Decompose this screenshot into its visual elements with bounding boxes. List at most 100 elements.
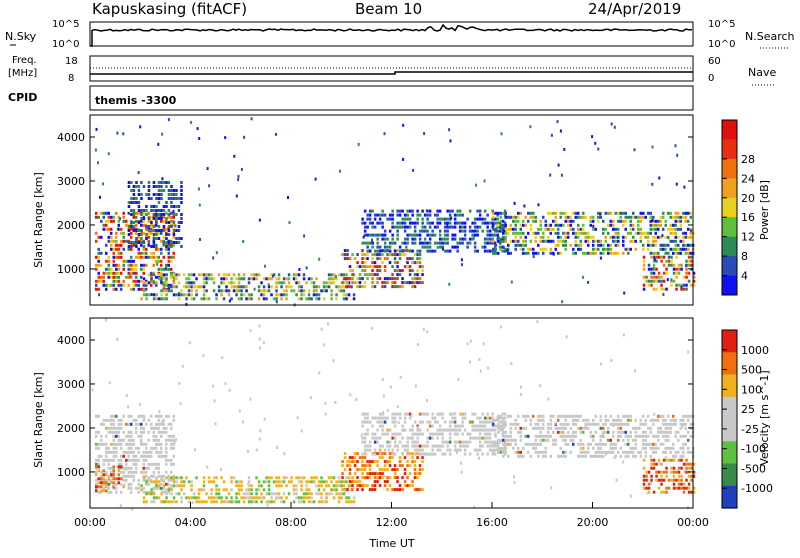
heatmap-cell — [627, 422, 630, 426]
heatmap-cell — [557, 426, 560, 430]
heatmap-cell — [642, 442, 645, 446]
heatmap-cell — [190, 281, 193, 285]
heatmap-cell — [110, 271, 113, 275]
heatmap-cell — [180, 181, 183, 184]
heatmap-cell — [120, 271, 123, 275]
heatmap-cell — [332, 476, 336, 480]
heatmap-cell — [559, 239, 562, 243]
heatmap-cell — [157, 247, 160, 251]
heatmap-cell — [132, 263, 135, 267]
heatmap-cell — [652, 434, 655, 438]
heatmap-cell — [549, 426, 552, 430]
heatmap-cell — [383, 237, 387, 241]
heatmap-cell — [140, 237, 143, 240]
heatmap-cell — [501, 229, 504, 233]
heatmap-cell — [642, 438, 645, 442]
heatmap-cell — [110, 458, 113, 462]
heatmap-cell — [398, 213, 402, 217]
heatmap-cell — [105, 446, 108, 450]
heatmap-cell — [250, 293, 253, 297]
heatmap-cell — [393, 241, 397, 245]
heatmap-cell — [102, 275, 105, 279]
heatmap-cell — [426, 249, 429, 253]
heatmap-cell — [135, 271, 138, 275]
heatmap-cell — [125, 467, 128, 471]
heatmap-cell — [135, 283, 138, 287]
heatmap-cell — [172, 241, 176, 244]
heatmap-cell — [509, 422, 512, 426]
heatmap-cell — [454, 412, 457, 416]
heatmap-cell — [649, 430, 652, 434]
heatmap-cell — [275, 480, 278, 484]
heatmap-cell — [666, 278, 669, 282]
heatmap-cell — [282, 289, 286, 293]
heatmap-cell — [428, 233, 432, 237]
heatmap-cell — [446, 237, 449, 241]
heatmap-cell — [345, 293, 348, 297]
heatmap-cell — [524, 223, 527, 227]
heatmap-cell — [112, 465, 115, 469]
heatmap-cell — [202, 488, 206, 492]
heatmap-cell — [557, 231, 560, 235]
heatmap-cell — [150, 197, 153, 200]
heatmap-cell — [391, 468, 394, 472]
heatmap-cell — [438, 233, 442, 237]
heatmap-cell — [622, 223, 625, 227]
heatmap-cell — [655, 275, 658, 279]
heatmap-cell — [332, 359, 335, 363]
heatmap-cell — [683, 185, 686, 189]
heatmap-cell — [167, 197, 171, 200]
heatmap-cell — [335, 297, 338, 301]
heatmap-cell — [135, 466, 138, 470]
heatmap-cell — [436, 213, 439, 217]
heatmap-cell — [127, 446, 130, 450]
heatmap-cell — [649, 251, 652, 255]
heatmap-cell — [443, 217, 447, 221]
heatmap-cell — [302, 293, 306, 297]
heatmap-cell — [491, 452, 494, 456]
heatmap-cell — [125, 458, 128, 462]
heatmap-cell — [679, 426, 682, 430]
heatmap-cell — [145, 263, 148, 267]
heatmap-cell — [514, 438, 517, 442]
heatmap-cell — [642, 215, 645, 219]
heatmap-cell — [371, 460, 374, 464]
heatmap-cell — [572, 247, 575, 251]
heatmap-cell — [453, 428, 457, 432]
heatmap-cell — [371, 424, 374, 428]
heatmap-cell — [157, 201, 161, 204]
heatmap-cell — [524, 243, 527, 247]
colorbar-tick-label: -100 — [741, 443, 766, 456]
heatmap-cell — [654, 219, 657, 223]
heatmap-cell — [652, 235, 655, 239]
heatmap-cell — [398, 432, 402, 436]
heatmap-cell — [127, 259, 130, 263]
heatmap-cell — [107, 486, 110, 490]
heatmap-cell — [629, 418, 632, 422]
heatmap-cell — [649, 223, 652, 227]
heatmap-cell — [117, 279, 120, 283]
heatmap-cell — [376, 237, 379, 241]
heatmap-cell — [120, 477, 123, 481]
heatmap-cell — [351, 281, 354, 285]
heatmap-cell — [277, 484, 281, 488]
heatmap-cell — [262, 341, 265, 345]
heatmap-cell — [689, 243, 692, 247]
heatmap-cell — [587, 442, 590, 446]
heatmap-cell — [351, 476, 354, 480]
heatmap-cell — [650, 478, 653, 482]
noise-sky-label: N.Sky — [5, 30, 37, 43]
heatmap-cell — [297, 273, 301, 277]
heatmap-cell — [645, 275, 648, 279]
heatmap-cell — [160, 430, 163, 434]
heatmap-cell — [358, 456, 362, 460]
heatmap-cell — [572, 211, 575, 215]
heatmap-cell — [408, 225, 412, 229]
heatmap-cell — [486, 416, 489, 420]
heatmap-cell — [418, 420, 422, 424]
heatmap-cell — [167, 225, 171, 228]
heatmap-cell — [150, 488, 153, 492]
heatmap-cell — [258, 437, 261, 441]
heatmap-cell — [587, 243, 590, 247]
heatmap-cell — [488, 221, 492, 225]
